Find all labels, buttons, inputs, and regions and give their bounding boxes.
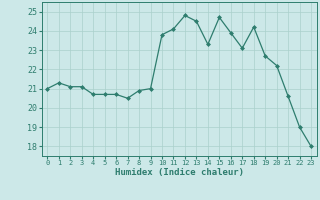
- X-axis label: Humidex (Indice chaleur): Humidex (Indice chaleur): [115, 168, 244, 177]
